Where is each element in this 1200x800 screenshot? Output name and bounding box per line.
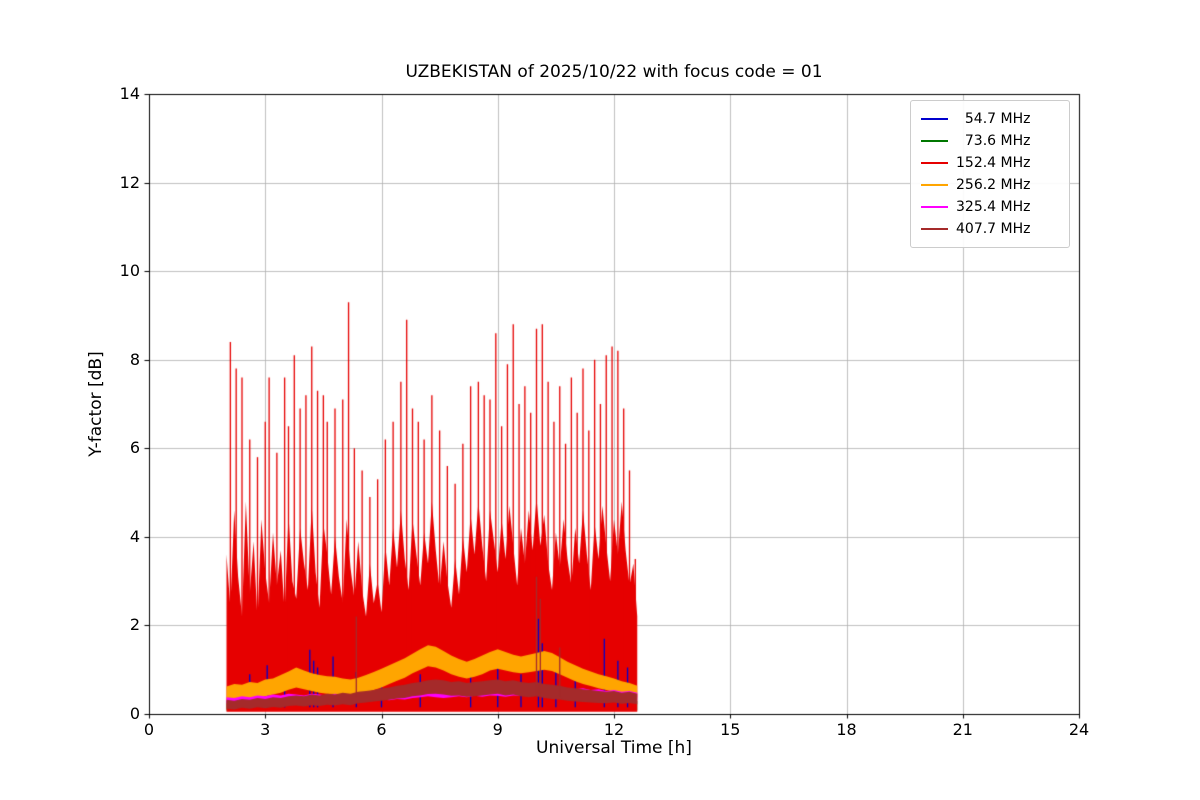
legend-label: 256.2 MHz [956,177,1031,193]
legend-label: 407.7 MHz [956,221,1031,237]
y-tick-label: 2 [129,615,140,635]
y-tick-label: 10 [119,261,140,281]
x-axis-label: Universal Time [h] [536,738,692,758]
y-tick-label: 0 [129,704,140,723]
legend-label: 73.6 MHz [956,133,1031,149]
y-tick-label: 12 [119,172,140,192]
y-tick-label: 6 [129,438,140,458]
x-tick-label: 18 [836,720,857,739]
legend: 54.7 MHz 73.6 MHz 152.4 MHz 256.2 MHz 325.4… [910,100,1070,248]
legend-item: 152.4 MHz [921,152,1059,174]
x-tick-label: 21 [952,720,973,739]
x-tick-label: 3 [260,720,271,739]
legend-item: 325.4 MHz [921,196,1059,218]
x-tick-label: 0 [143,720,155,739]
legend-label: 54.7 MHz [956,111,1031,127]
legend-label: 152.4 MHz [956,155,1031,171]
legend-line-swatch [921,140,948,142]
legend-item: 73.6 MHz [921,130,1059,152]
y-tick-label: 8 [129,349,140,369]
legend-item: 407.7 MHz [921,218,1059,240]
legend-line-swatch [921,162,948,164]
chart-title: UZBEKISTAN of 2025/10/22 with focus code… [405,62,823,82]
y-tick-label: 14 [119,84,140,103]
legend-item: 256.2 MHz [921,174,1059,196]
x-tick-label: 15 [720,720,741,739]
x-tick-label: 6 [376,720,387,739]
legend-line-swatch [921,206,948,208]
legend-label: 325.4 MHz [956,199,1031,215]
legend-item: 54.7 MHz [921,108,1059,130]
x-tick-label: 12 [603,720,625,739]
x-tick-label: 9 [492,720,503,739]
legend-line-swatch [921,228,948,230]
x-tick-label: 24 [1068,720,1090,739]
y-tick-label: 4 [129,526,140,546]
legend-line-swatch [921,118,948,120]
legend-line-swatch [921,184,948,186]
